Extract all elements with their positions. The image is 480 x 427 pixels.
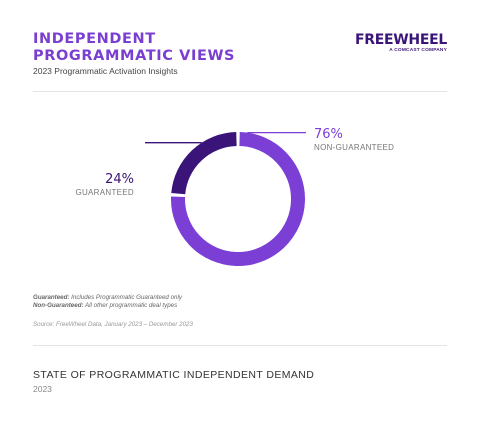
- data-label-guaranteed-name: GUARANTEED: [75, 188, 134, 197]
- donut-slices: [171, 132, 305, 266]
- data-label-guaranteed-value: 24%: [105, 172, 134, 187]
- title-line-1: INDEPENDENT: [33, 31, 156, 47]
- donut-slice-non-guaranteed: [171, 132, 305, 266]
- logo-wordmark: FREEWHEEL: [355, 32, 447, 48]
- logo-tagline: A COMCAST COMPANY: [389, 48, 447, 53]
- footer-title: STATE OF PROGRAMMATIC INDEPENDENT DEMAND: [33, 369, 315, 381]
- nonguaranteed-definition: Non-Guaranteed: All other programmatic d…: [33, 302, 182, 310]
- header-divider: [33, 91, 447, 92]
- guaranteed-text: Includes Programmatic Guaranteed only: [69, 294, 182, 301]
- footer-year: 2023: [33, 384, 52, 394]
- donut-slice-guaranteed: [171, 132, 237, 195]
- title-line-2: PROGRAMMATIC VIEWS: [33, 48, 236, 64]
- donut-labels: 76%NON-GUARANTEED 24%GUARANTEED: [75, 127, 394, 197]
- definitions-note: Guaranteed: Includes Programmatic Guaran…: [33, 294, 182, 310]
- nonguaranteed-term: Non-Guaranteed:: [33, 302, 84, 309]
- footer-divider: [33, 345, 447, 346]
- data-label-non-guaranteed-name: NON-GUARANTEED: [314, 143, 394, 152]
- data-label-non-guaranteed-value: 76%: [314, 127, 343, 142]
- guaranteed-definition: Guaranteed: Includes Programmatic Guaran…: [33, 294, 182, 302]
- page-title: INDEPENDENT PROGRAMMATIC VIEWS: [33, 31, 235, 65]
- page-subtitle: 2023 Programmatic Activation Insights: [33, 66, 178, 76]
- nonguaranteed-text: All other programmatic deal types: [83, 302, 178, 309]
- source-note: Source: FreeWheel Data, January 2023 – D…: [33, 321, 193, 328]
- guaranteed-term: Guaranteed:: [33, 294, 70, 301]
- donut-chart: 76%NON-GUARANTEED 24%GUARANTEED: [75, 127, 394, 266]
- freewheel-logo: FREEWHEEL A COMCAST COMPANY: [355, 32, 447, 54]
